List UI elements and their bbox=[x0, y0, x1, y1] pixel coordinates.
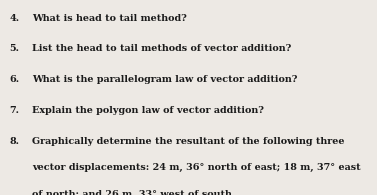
Text: of north; and 26 m, 33° west of south.: of north; and 26 m, 33° west of south. bbox=[32, 190, 235, 195]
Text: List the head to tail methods of vector addition?: List the head to tail methods of vector … bbox=[32, 44, 291, 53]
Text: 5.: 5. bbox=[9, 44, 20, 53]
Text: Graphically determine the resultant of the following three: Graphically determine the resultant of t… bbox=[32, 137, 345, 146]
Text: 4.: 4. bbox=[9, 14, 20, 23]
Text: What is head to tail method?: What is head to tail method? bbox=[32, 14, 187, 23]
Text: 8.: 8. bbox=[9, 137, 20, 146]
Text: 6.: 6. bbox=[9, 75, 20, 84]
Text: 7.: 7. bbox=[9, 106, 20, 115]
Text: vector displacements: 24 m, 36° north of east; 18 m, 37° east: vector displacements: 24 m, 36° north of… bbox=[32, 163, 361, 172]
Text: What is the parallelogram law of vector addition?: What is the parallelogram law of vector … bbox=[32, 75, 297, 84]
Text: Explain the polygon law of vector addition?: Explain the polygon law of vector additi… bbox=[32, 106, 264, 115]
